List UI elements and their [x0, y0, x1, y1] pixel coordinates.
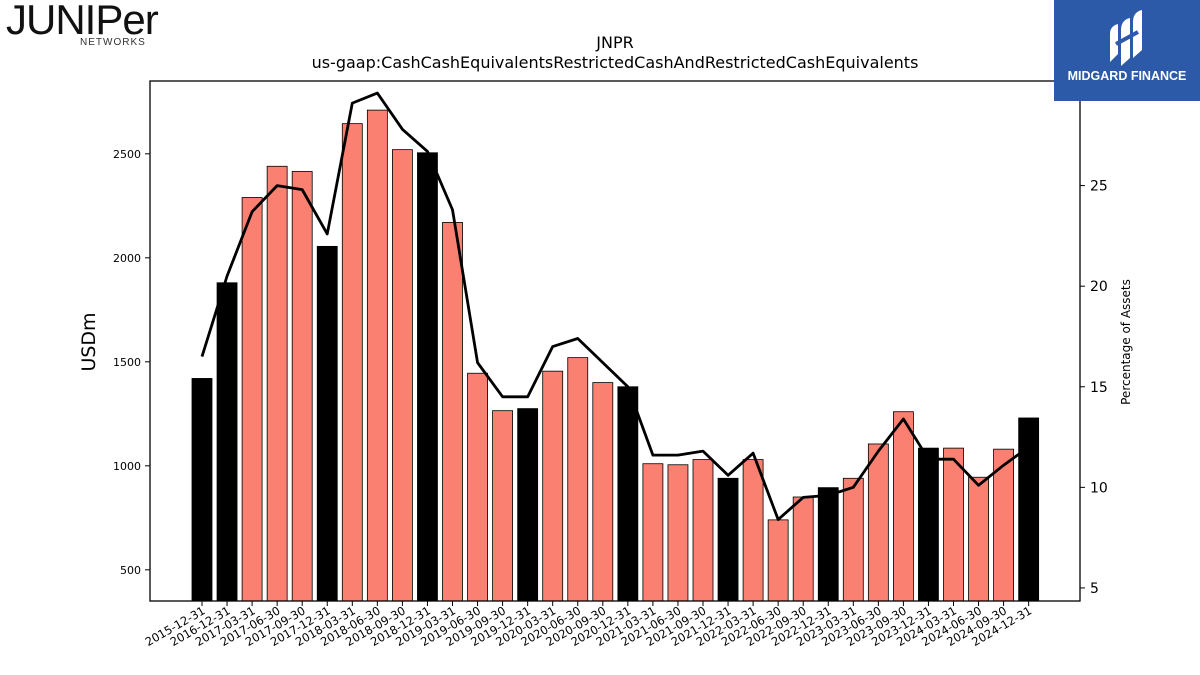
y2-tick-label-10: 10	[1090, 480, 1108, 496]
bar-2022-12-31	[817, 487, 839, 602]
bar-2018-09-30	[391, 149, 413, 602]
logo-subtext: NETWORKS	[80, 37, 146, 48]
bar-2022-06-30	[767, 519, 789, 602]
bar-2020-03-31	[542, 370, 564, 602]
chart-title: JNPR	[595, 33, 633, 52]
bar-2020-09-30	[592, 382, 614, 602]
bar-2020-12-31	[617, 386, 639, 602]
bar-2017-09-30	[291, 171, 313, 602]
y2-tick-label-20: 20	[1090, 279, 1108, 295]
bar-2018-12-31	[417, 152, 438, 602]
bar-2024-03-31	[943, 447, 964, 602]
bar-2022-09-30	[792, 496, 814, 602]
y2-tick-label-5: 5	[1090, 581, 1099, 597]
bar-2023-12-31	[918, 447, 939, 602]
y-tick-label-2500: 2500	[113, 148, 141, 161]
y-tick-label-2000: 2000	[113, 252, 141, 265]
bar-2018-03-31	[341, 123, 363, 602]
y2-tick-label-15: 15	[1090, 380, 1108, 396]
bar-2019-06-30	[467, 372, 488, 602]
bar-2019-12-31	[517, 408, 539, 602]
bar-2019-09-30	[492, 410, 514, 602]
y-axis-label: USDm	[78, 312, 100, 371]
y-tick-label-500: 500	[120, 564, 141, 577]
bar-2024-12-31	[1018, 417, 1040, 602]
percentage-of-assets-line	[200, 91, 1030, 521]
plot-frame	[149, 80, 1081, 602]
bar-2018-06-30	[366, 109, 388, 602]
logo-wordmark: JUNIPer	[6, 0, 159, 43]
bar-2022-03-31	[742, 459, 764, 602]
chart-subtitle: us-gaap:CashCashEquivalentsRestrictedCas…	[312, 53, 919, 72]
bar-2021-06-30	[667, 464, 689, 602]
bar-2021-12-31	[717, 477, 739, 602]
bar-2015-12-31	[191, 378, 213, 602]
juniper-networks-logo: JUNIPer NETWORKS	[4, 0, 164, 50]
bar-2023-09-30	[893, 411, 914, 602]
y-tick-label-1000: 1000	[113, 460, 141, 473]
y2-tick-label-25: 25	[1090, 179, 1108, 195]
bar-2017-12-31	[316, 245, 338, 602]
bar-2024-06-30	[968, 476, 989, 602]
bar-2017-03-31	[241, 197, 263, 602]
y-tick-label-1500: 1500	[113, 356, 141, 369]
bar-2023-03-31	[842, 477, 864, 602]
bar-2021-09-30	[692, 459, 714, 602]
bar-2016-12-31	[216, 282, 238, 602]
midgard-logo-icon	[1110, 10, 1142, 66]
bar-2017-06-30	[266, 165, 288, 602]
midgard-finance-badge: MIDGARD FINANCE	[1054, 0, 1200, 101]
bar-2019-03-31	[442, 222, 463, 602]
y2-axis-label: Percentage of Assets	[1119, 279, 1133, 405]
bar-2020-06-30	[567, 357, 589, 602]
bar-2021-03-31	[642, 463, 664, 602]
badge-text: MIDGARD FINANCE	[1067, 69, 1187, 83]
bar-2023-06-30	[867, 443, 889, 602]
